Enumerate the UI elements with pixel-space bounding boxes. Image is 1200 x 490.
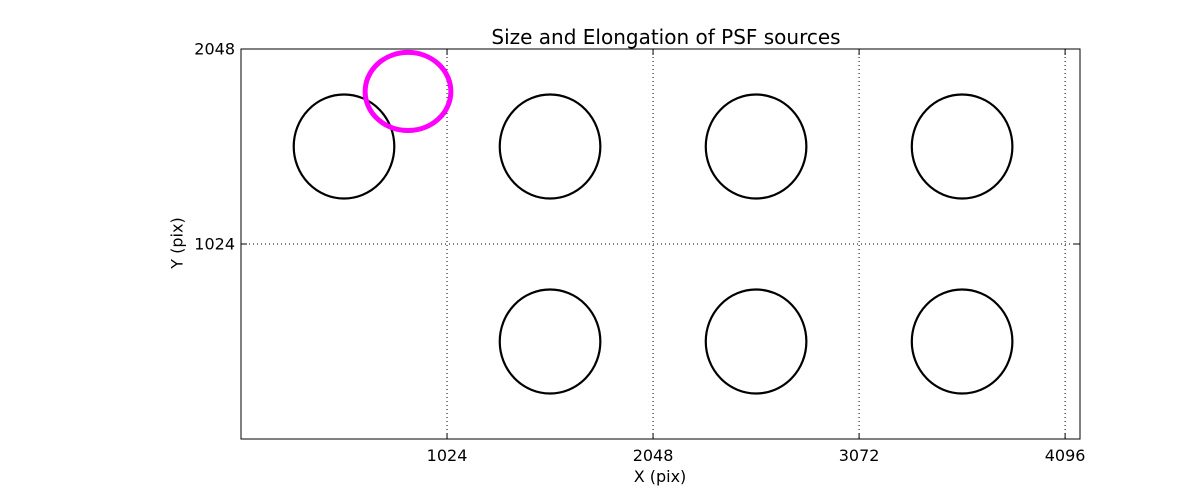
psf-sources-ellipse <box>292 93 396 200</box>
chart-title: Size and Elongation of PSF sources <box>491 25 841 49</box>
psf-sources-ellipse <box>910 288 1014 395</box>
y-axis-label: Y (pix) <box>167 217 187 269</box>
x-tick-label-3072: 3072 <box>838 446 880 465</box>
highlighted-source-ellipse <box>362 49 454 134</box>
x-tick-label-2048: 2048 <box>632 446 674 465</box>
x-axis-label: X (pix) <box>633 467 687 486</box>
psf-sources-ellipse <box>910 93 1014 200</box>
y-tick-label-2048: 2048 <box>194 39 235 59</box>
psf-sources-ellipse <box>498 93 602 200</box>
y-tick-label-1024: 1024 <box>194 234 235 254</box>
psf-sources-ellipse <box>498 288 602 395</box>
x-tick-label-1024: 1024 <box>426 446 468 465</box>
psf-sources-ellipse <box>704 93 808 200</box>
x-tick-label-4096: 4096 <box>1044 446 1086 465</box>
psf-sources-ellipse <box>704 288 808 395</box>
